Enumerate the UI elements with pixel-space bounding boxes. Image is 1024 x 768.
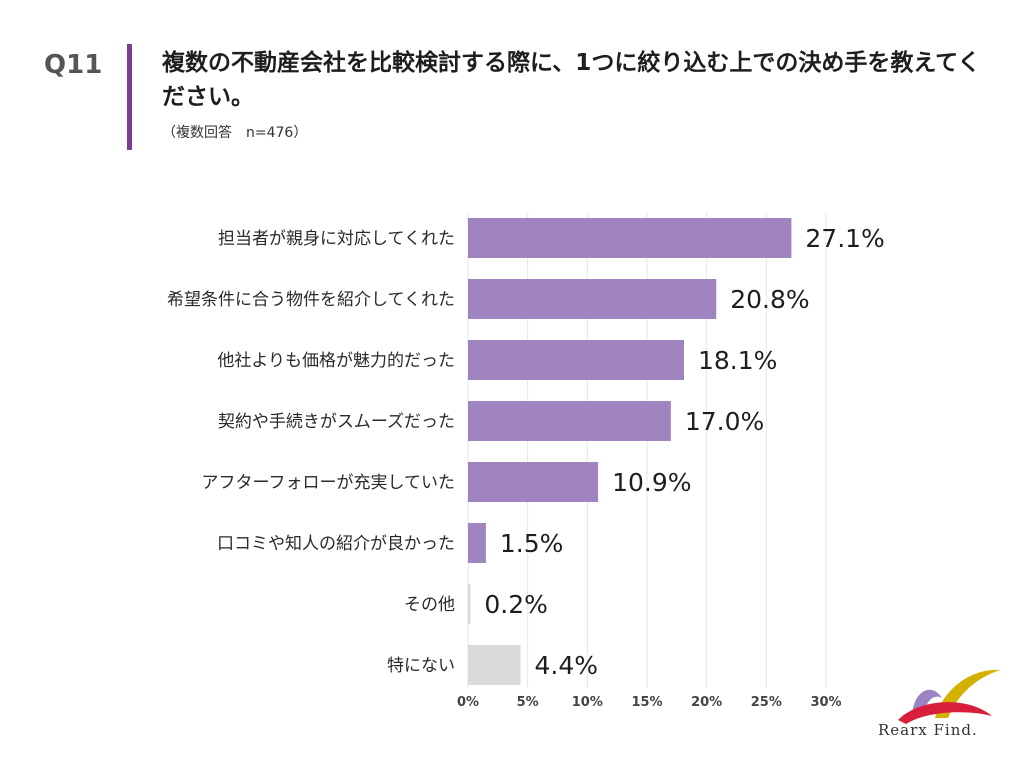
bar [468, 645, 521, 685]
category-label: 担当者が親身に対応してくれた [218, 229, 455, 249]
category-label: その他 [404, 595, 455, 615]
bar [468, 340, 684, 380]
category-label: 特にない [387, 656, 455, 676]
data-label: 1.5% [500, 529, 564, 558]
x-tick-label: 15% [631, 695, 662, 710]
data-label: 17.0% [685, 407, 764, 436]
data-label: 20.8% [730, 285, 809, 314]
chart-subtitle: （複数回答 n=476） [162, 125, 308, 141]
title-accent-bar [127, 44, 132, 150]
data-label: 10.9% [612, 468, 691, 497]
bar [468, 218, 792, 258]
chart-title: 複数の不動産会社を比較検討する際に、1つに絞り込む上での決め手を教えてください。 [162, 50, 981, 110]
category-label: アフターフォローが充実していた [202, 473, 455, 493]
x-tick-label: 5% [517, 695, 539, 710]
bar [468, 462, 599, 502]
data-label: 4.4% [535, 651, 599, 680]
bar [468, 584, 471, 624]
x-tick-label: 10% [572, 695, 603, 710]
x-tick-label: 0% [457, 695, 479, 710]
data-label: 27.1% [805, 224, 884, 253]
data-label: 18.1% [698, 346, 777, 375]
bar [468, 279, 717, 319]
bar [468, 401, 671, 441]
category-label: 希望条件に合う物件を紹介してくれた [167, 290, 455, 310]
x-tick-label: 25% [751, 695, 782, 710]
rearx-find-logo [898, 669, 1000, 724]
data-label: 0.2% [484, 590, 548, 619]
category-label: 口コミや知人の紹介が良かった [217, 534, 455, 554]
category-label: 契約や手続きがスムーズだった [218, 412, 455, 432]
brand-logo-text: Rearx Find. [878, 721, 978, 739]
x-tick-label: 30% [810, 695, 841, 710]
bar [468, 523, 486, 563]
category-label: 他社よりも価格が魅力的だった [217, 351, 455, 371]
question-number: Q11 [44, 50, 103, 80]
x-tick-label: 20% [691, 695, 722, 710]
